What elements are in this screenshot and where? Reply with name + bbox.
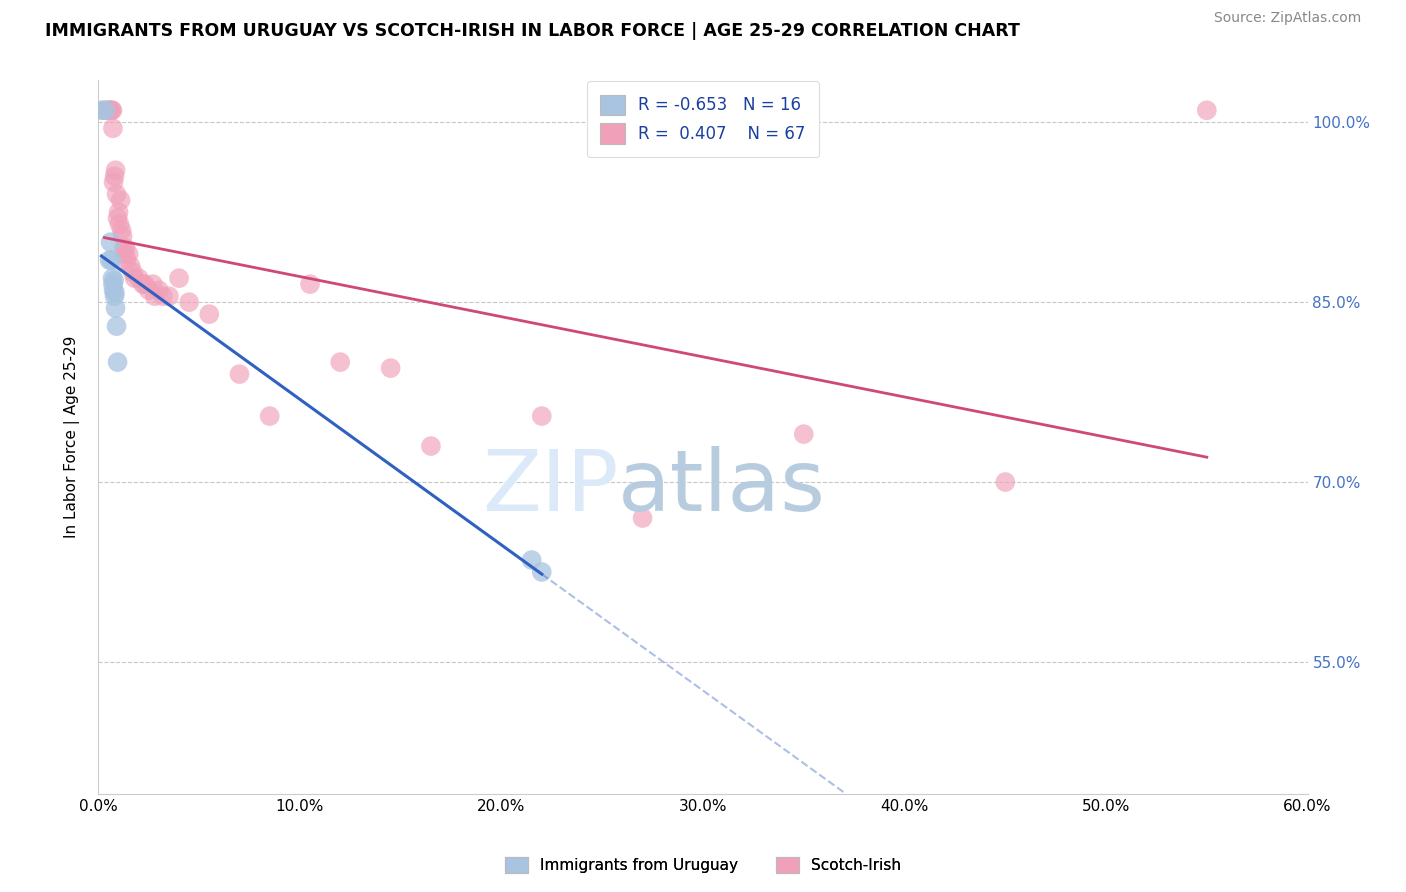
Point xyxy=(110,223,132,237)
Legend: Immigrants from Uruguay, Scotch-Irish: Immigrants from Uruguay, Scotch-Irish xyxy=(499,851,907,879)
Point xyxy=(107,355,129,369)
Point xyxy=(228,367,250,381)
Point xyxy=(793,427,815,442)
Point xyxy=(380,361,402,376)
Text: atlas: atlas xyxy=(619,445,827,529)
Point xyxy=(103,274,125,288)
Y-axis label: In Labor Force | Age 25-29: In Labor Force | Age 25-29 xyxy=(63,336,80,538)
Point xyxy=(148,283,170,297)
Point xyxy=(299,277,322,292)
Point xyxy=(103,283,125,297)
Point xyxy=(138,283,160,297)
Point xyxy=(114,247,136,261)
Point xyxy=(152,289,174,303)
Point xyxy=(101,271,124,285)
Point xyxy=(100,253,122,268)
Point xyxy=(105,187,128,202)
Point xyxy=(107,211,129,226)
Point xyxy=(420,439,443,453)
Point xyxy=(198,307,221,321)
Point xyxy=(108,217,131,231)
Point xyxy=(101,277,124,292)
Point xyxy=(100,235,122,250)
Text: Source: ZipAtlas.com: Source: ZipAtlas.com xyxy=(1213,11,1361,25)
Point xyxy=(90,103,112,118)
Text: ZIP: ZIP xyxy=(482,445,619,529)
Point xyxy=(157,289,180,303)
Point xyxy=(100,103,122,118)
Point xyxy=(259,409,281,423)
Point xyxy=(94,103,117,118)
Point xyxy=(114,241,136,255)
Point xyxy=(118,247,141,261)
Point xyxy=(167,271,190,285)
Point xyxy=(520,553,543,567)
Point xyxy=(98,253,121,268)
Point xyxy=(128,271,150,285)
Point xyxy=(100,103,122,118)
Point xyxy=(1195,103,1218,118)
Point xyxy=(93,103,115,118)
Point xyxy=(111,229,134,244)
Point xyxy=(134,277,156,292)
Point xyxy=(132,277,155,292)
Point xyxy=(530,409,553,423)
Point xyxy=(530,565,553,579)
Point xyxy=(631,511,654,525)
Point xyxy=(120,259,142,273)
Point xyxy=(142,277,165,292)
Point xyxy=(98,103,121,118)
Point xyxy=(179,295,201,310)
Point xyxy=(121,265,143,279)
Point xyxy=(329,355,352,369)
Point xyxy=(115,253,138,268)
Point xyxy=(103,175,125,189)
Point xyxy=(105,319,128,334)
Point xyxy=(104,163,127,178)
Text: IMMIGRANTS FROM URUGUAY VS SCOTCH-IRISH IN LABOR FORCE | AGE 25-29 CORRELATION C: IMMIGRANTS FROM URUGUAY VS SCOTCH-IRISH … xyxy=(45,22,1019,40)
Point xyxy=(107,205,129,219)
Point xyxy=(97,103,120,118)
Point xyxy=(994,475,1017,489)
Point xyxy=(103,169,125,184)
Point xyxy=(104,301,127,315)
Point xyxy=(143,289,166,303)
Point xyxy=(112,241,135,255)
Point xyxy=(104,285,127,300)
Point xyxy=(110,193,132,207)
Point xyxy=(101,103,124,118)
Point xyxy=(101,121,124,136)
Point xyxy=(124,271,146,285)
Point xyxy=(103,289,125,303)
